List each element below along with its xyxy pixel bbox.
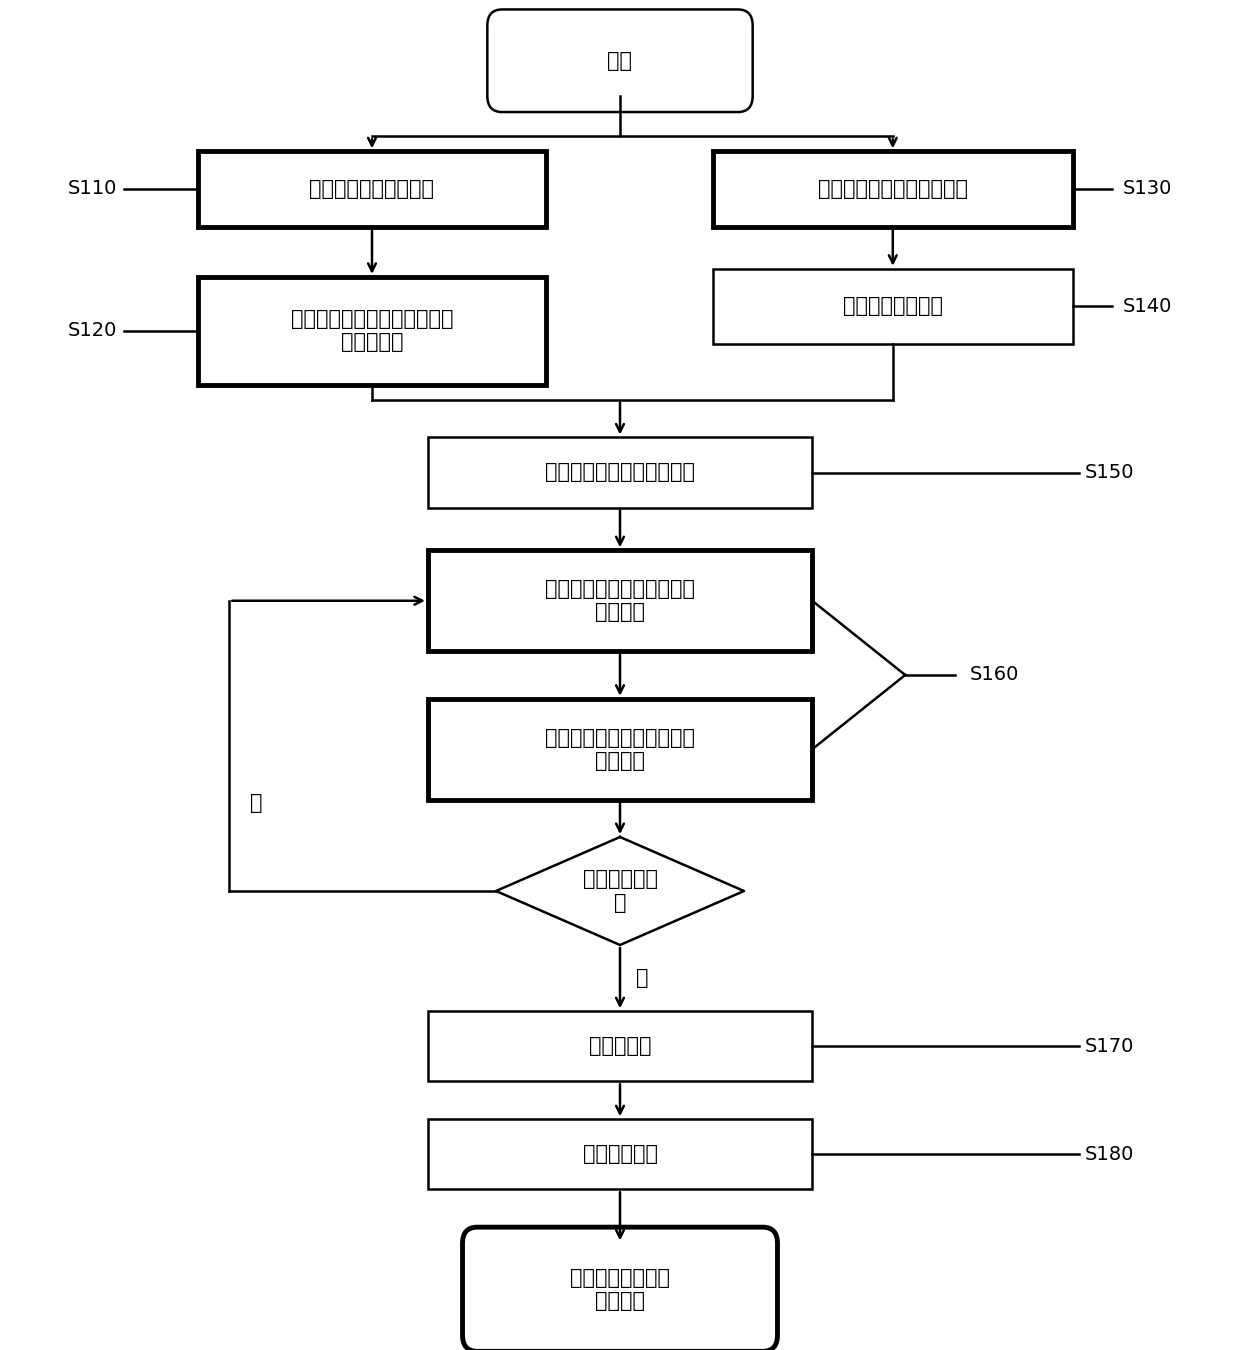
Text: 否: 否 <box>636 968 649 988</box>
Bar <box>428 1011 812 1081</box>
Text: 开始: 开始 <box>608 51 632 70</box>
Text: S110: S110 <box>68 180 118 198</box>
Text: S150: S150 <box>1085 463 1135 482</box>
FancyBboxPatch shape <box>487 9 753 112</box>
Bar <box>198 151 546 227</box>
Text: 还有未处理模
块: 还有未处理模 块 <box>583 869 657 913</box>
Text: 骨架网络功能模块划分得到功
能模块集合: 骨架网络功能模块划分得到功 能模块集合 <box>290 309 454 352</box>
Text: 差异表达基因调控
网络输出: 差异表达基因调控 网络输出 <box>570 1268 670 1311</box>
Text: S130: S130 <box>1122 180 1172 198</box>
FancyBboxPatch shape <box>463 1227 777 1350</box>
Text: 差异表达基因模块映射集合: 差异表达基因模块映射集合 <box>546 463 694 482</box>
Text: S120: S120 <box>68 321 118 340</box>
Text: 调控网络校正: 调控网络校正 <box>583 1145 657 1164</box>
Text: S160: S160 <box>970 666 1019 684</box>
Text: 特定疾病差异表达基因筛选: 特定疾病差异表达基因筛选 <box>818 180 967 198</box>
Bar <box>428 551 812 651</box>
Text: S170: S170 <box>1085 1037 1135 1056</box>
Text: 是: 是 <box>250 794 263 813</box>
Bar <box>713 151 1073 227</box>
Text: 子网络拼装: 子网络拼装 <box>589 1037 651 1056</box>
Text: 抽取基因表达谱数据构建调
控子网络: 抽取基因表达谱数据构建调 控子网络 <box>546 728 694 771</box>
Text: S140: S140 <box>1122 297 1172 316</box>
Bar <box>713 269 1073 344</box>
Bar <box>428 699 812 799</box>
Bar <box>428 1119 812 1189</box>
Bar <box>428 437 812 508</box>
Text: 骨架基因互作网络构建: 骨架基因互作网络构建 <box>310 180 434 198</box>
Text: 随机选择一个模块中的所有
差异基因: 随机选择一个模块中的所有 差异基因 <box>546 579 694 622</box>
Polygon shape <box>496 837 744 945</box>
Text: 差异表达基因集合: 差异表达基因集合 <box>843 297 942 316</box>
Text: S180: S180 <box>1085 1145 1135 1164</box>
Bar <box>198 277 546 385</box>
